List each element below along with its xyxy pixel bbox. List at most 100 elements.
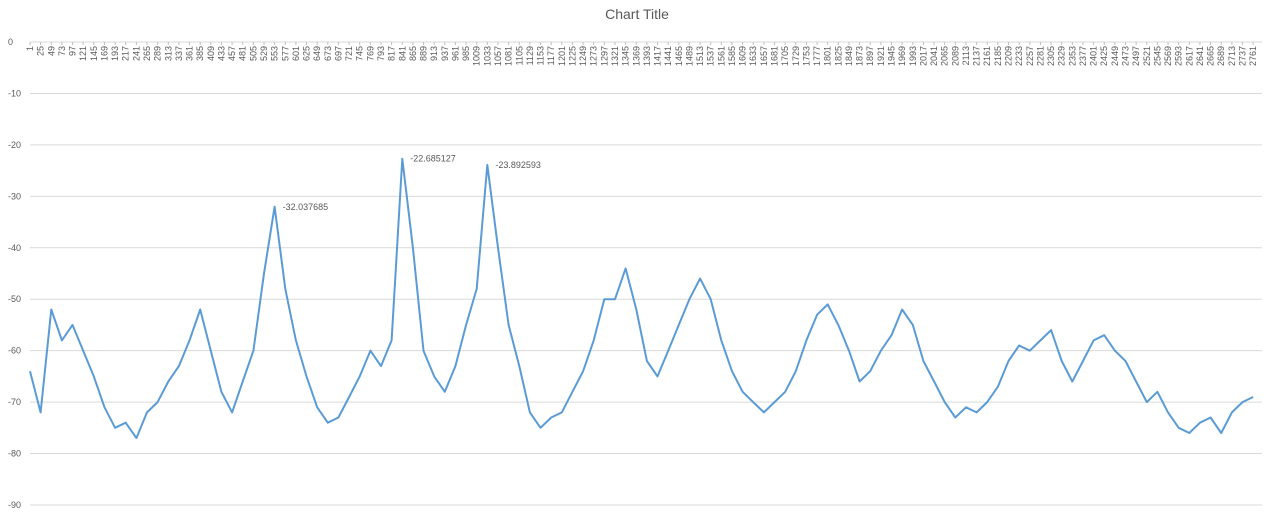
x-tick-label: 457 bbox=[227, 46, 237, 61]
x-tick-label: 2713 bbox=[1227, 46, 1237, 66]
x-tick-label: 1753 bbox=[801, 46, 811, 66]
x-tick-label: 937 bbox=[440, 46, 450, 61]
x-tick-label: 2281 bbox=[1035, 46, 1045, 66]
x-tick-label: 2185 bbox=[993, 46, 1003, 66]
x-tick-label: 1393 bbox=[642, 46, 652, 66]
x-tick-label: 289 bbox=[153, 46, 163, 61]
x-tick-label: 625 bbox=[302, 46, 312, 61]
x-tick-label: 2257 bbox=[1025, 46, 1035, 66]
x-tick-label: 1945 bbox=[887, 46, 897, 66]
x-tick-label: 2401 bbox=[1089, 46, 1099, 66]
x-tick-label: 2689 bbox=[1216, 46, 1226, 66]
x-tick-label: 1105 bbox=[514, 46, 524, 65]
x-tick-label: 1465 bbox=[674, 46, 684, 66]
x-tick-label: 49 bbox=[46, 46, 56, 56]
x-tick-label: 241 bbox=[131, 46, 141, 61]
x-tick-label: 73 bbox=[57, 46, 67, 56]
x-tick-label: 601 bbox=[291, 46, 301, 61]
x-tick-label: 2353 bbox=[1067, 46, 1077, 66]
x-tick-label: 793 bbox=[376, 46, 386, 61]
x-tick-label: 841 bbox=[397, 46, 407, 61]
y-tick-label: -20 bbox=[8, 140, 21, 150]
x-tick-label: 313 bbox=[163, 46, 173, 61]
x-tick-label: 2377 bbox=[1078, 46, 1088, 66]
x-tick-label: 1201 bbox=[557, 46, 567, 66]
x-tick-label: 505 bbox=[248, 46, 258, 61]
data-label: -32.037685 bbox=[283, 202, 329, 212]
x-tick-label: 769 bbox=[365, 46, 375, 61]
x-tick-label: 1849 bbox=[844, 46, 854, 66]
y-tick-label: -60 bbox=[8, 346, 21, 356]
y-tick-label: -10 bbox=[8, 88, 21, 98]
data-label: -23.892593 bbox=[495, 160, 541, 170]
y-tick-label: -30 bbox=[8, 191, 21, 201]
x-tick-label: 1561 bbox=[716, 46, 726, 66]
x-tick-label: 1993 bbox=[908, 46, 918, 66]
x-tick-label: 1897 bbox=[865, 46, 875, 66]
x-tick-label: 1633 bbox=[748, 46, 758, 66]
x-tick-label: 2449 bbox=[1110, 46, 1120, 66]
x-tick-label: 1489 bbox=[684, 46, 694, 66]
x-tick-label: 745 bbox=[355, 46, 365, 61]
x-tick-label: 985 bbox=[461, 46, 471, 61]
x-tick-label: 2209 bbox=[1004, 46, 1014, 66]
x-tick-label: 481 bbox=[238, 46, 248, 61]
x-tick-label: 2089 bbox=[950, 46, 960, 66]
x-tick-label: 2065 bbox=[940, 46, 950, 66]
x-tick-label: 889 bbox=[419, 46, 429, 61]
y-tick-label: -70 bbox=[8, 397, 21, 407]
y-tick-label: -50 bbox=[8, 294, 21, 304]
x-tick-label: 433 bbox=[216, 46, 226, 61]
x-tick-label: 1057 bbox=[493, 46, 503, 66]
x-tick-label: 2305 bbox=[1046, 46, 1056, 66]
y-tick-label: 0 bbox=[8, 37, 13, 47]
x-tick-label: 817 bbox=[387, 46, 397, 61]
x-tick-label: 193 bbox=[110, 46, 120, 61]
x-tick-label: 1873 bbox=[855, 46, 865, 66]
x-tick-label: 1681 bbox=[770, 46, 780, 66]
x-tick-label: 2137 bbox=[972, 46, 982, 66]
x-tick-label: 2617 bbox=[1184, 46, 1194, 66]
x-tick-label: 2497 bbox=[1131, 46, 1141, 66]
x-tick-label: 865 bbox=[408, 46, 418, 61]
x-tick-label: 529 bbox=[259, 46, 269, 61]
x-tick-label: 697 bbox=[333, 46, 343, 61]
x-tick-label: 1777 bbox=[812, 46, 822, 66]
x-tick-label: 1369 bbox=[631, 46, 641, 66]
x-tick-label: 2737 bbox=[1238, 46, 1248, 66]
x-tick-label: 1345 bbox=[621, 46, 631, 66]
x-tick-label: 2041 bbox=[929, 46, 939, 66]
x-tick-label: 1537 bbox=[706, 46, 716, 66]
y-tick-label: -40 bbox=[8, 243, 21, 253]
x-tick-label: 145 bbox=[89, 46, 99, 61]
x-tick-label: 1033 bbox=[482, 46, 492, 66]
x-tick-label: 1009 bbox=[472, 46, 482, 66]
chart-title: Chart Title bbox=[605, 6, 669, 22]
x-tick-label: 385 bbox=[195, 46, 205, 61]
y-tick-label: -80 bbox=[8, 449, 21, 459]
x-tick-label: 361 bbox=[185, 46, 195, 61]
x-tick-label: 673 bbox=[323, 46, 333, 61]
x-tick-label: 2161 bbox=[982, 46, 992, 66]
x-tick-label: 1297 bbox=[599, 46, 609, 66]
x-tick-label: 2017 bbox=[918, 46, 928, 66]
x-tick-label: 337 bbox=[174, 46, 184, 61]
x-tick-label: 649 bbox=[312, 46, 322, 61]
x-tick-label: 121 bbox=[78, 46, 88, 61]
x-tick-label: 1585 bbox=[727, 46, 737, 66]
x-tick-label: 217 bbox=[121, 46, 131, 61]
x-tick-label: 1081 bbox=[504, 46, 514, 66]
x-tick-label: 2761 bbox=[1248, 46, 1258, 66]
x-tick-label: 1 bbox=[25, 46, 35, 51]
x-tick-label: 1705 bbox=[780, 46, 790, 66]
x-tick-label: 961 bbox=[450, 46, 460, 61]
x-tick-label: 1801 bbox=[823, 46, 833, 66]
x-tick-label: 913 bbox=[429, 46, 439, 61]
x-tick-label: 2425 bbox=[1099, 46, 1109, 66]
x-tick-label: 2569 bbox=[1163, 46, 1173, 66]
x-tick-label: 2665 bbox=[1206, 46, 1216, 66]
x-tick-label: 1609 bbox=[738, 46, 748, 66]
x-tick-label: 25 bbox=[36, 46, 46, 56]
series-line bbox=[29, 157, 1254, 440]
